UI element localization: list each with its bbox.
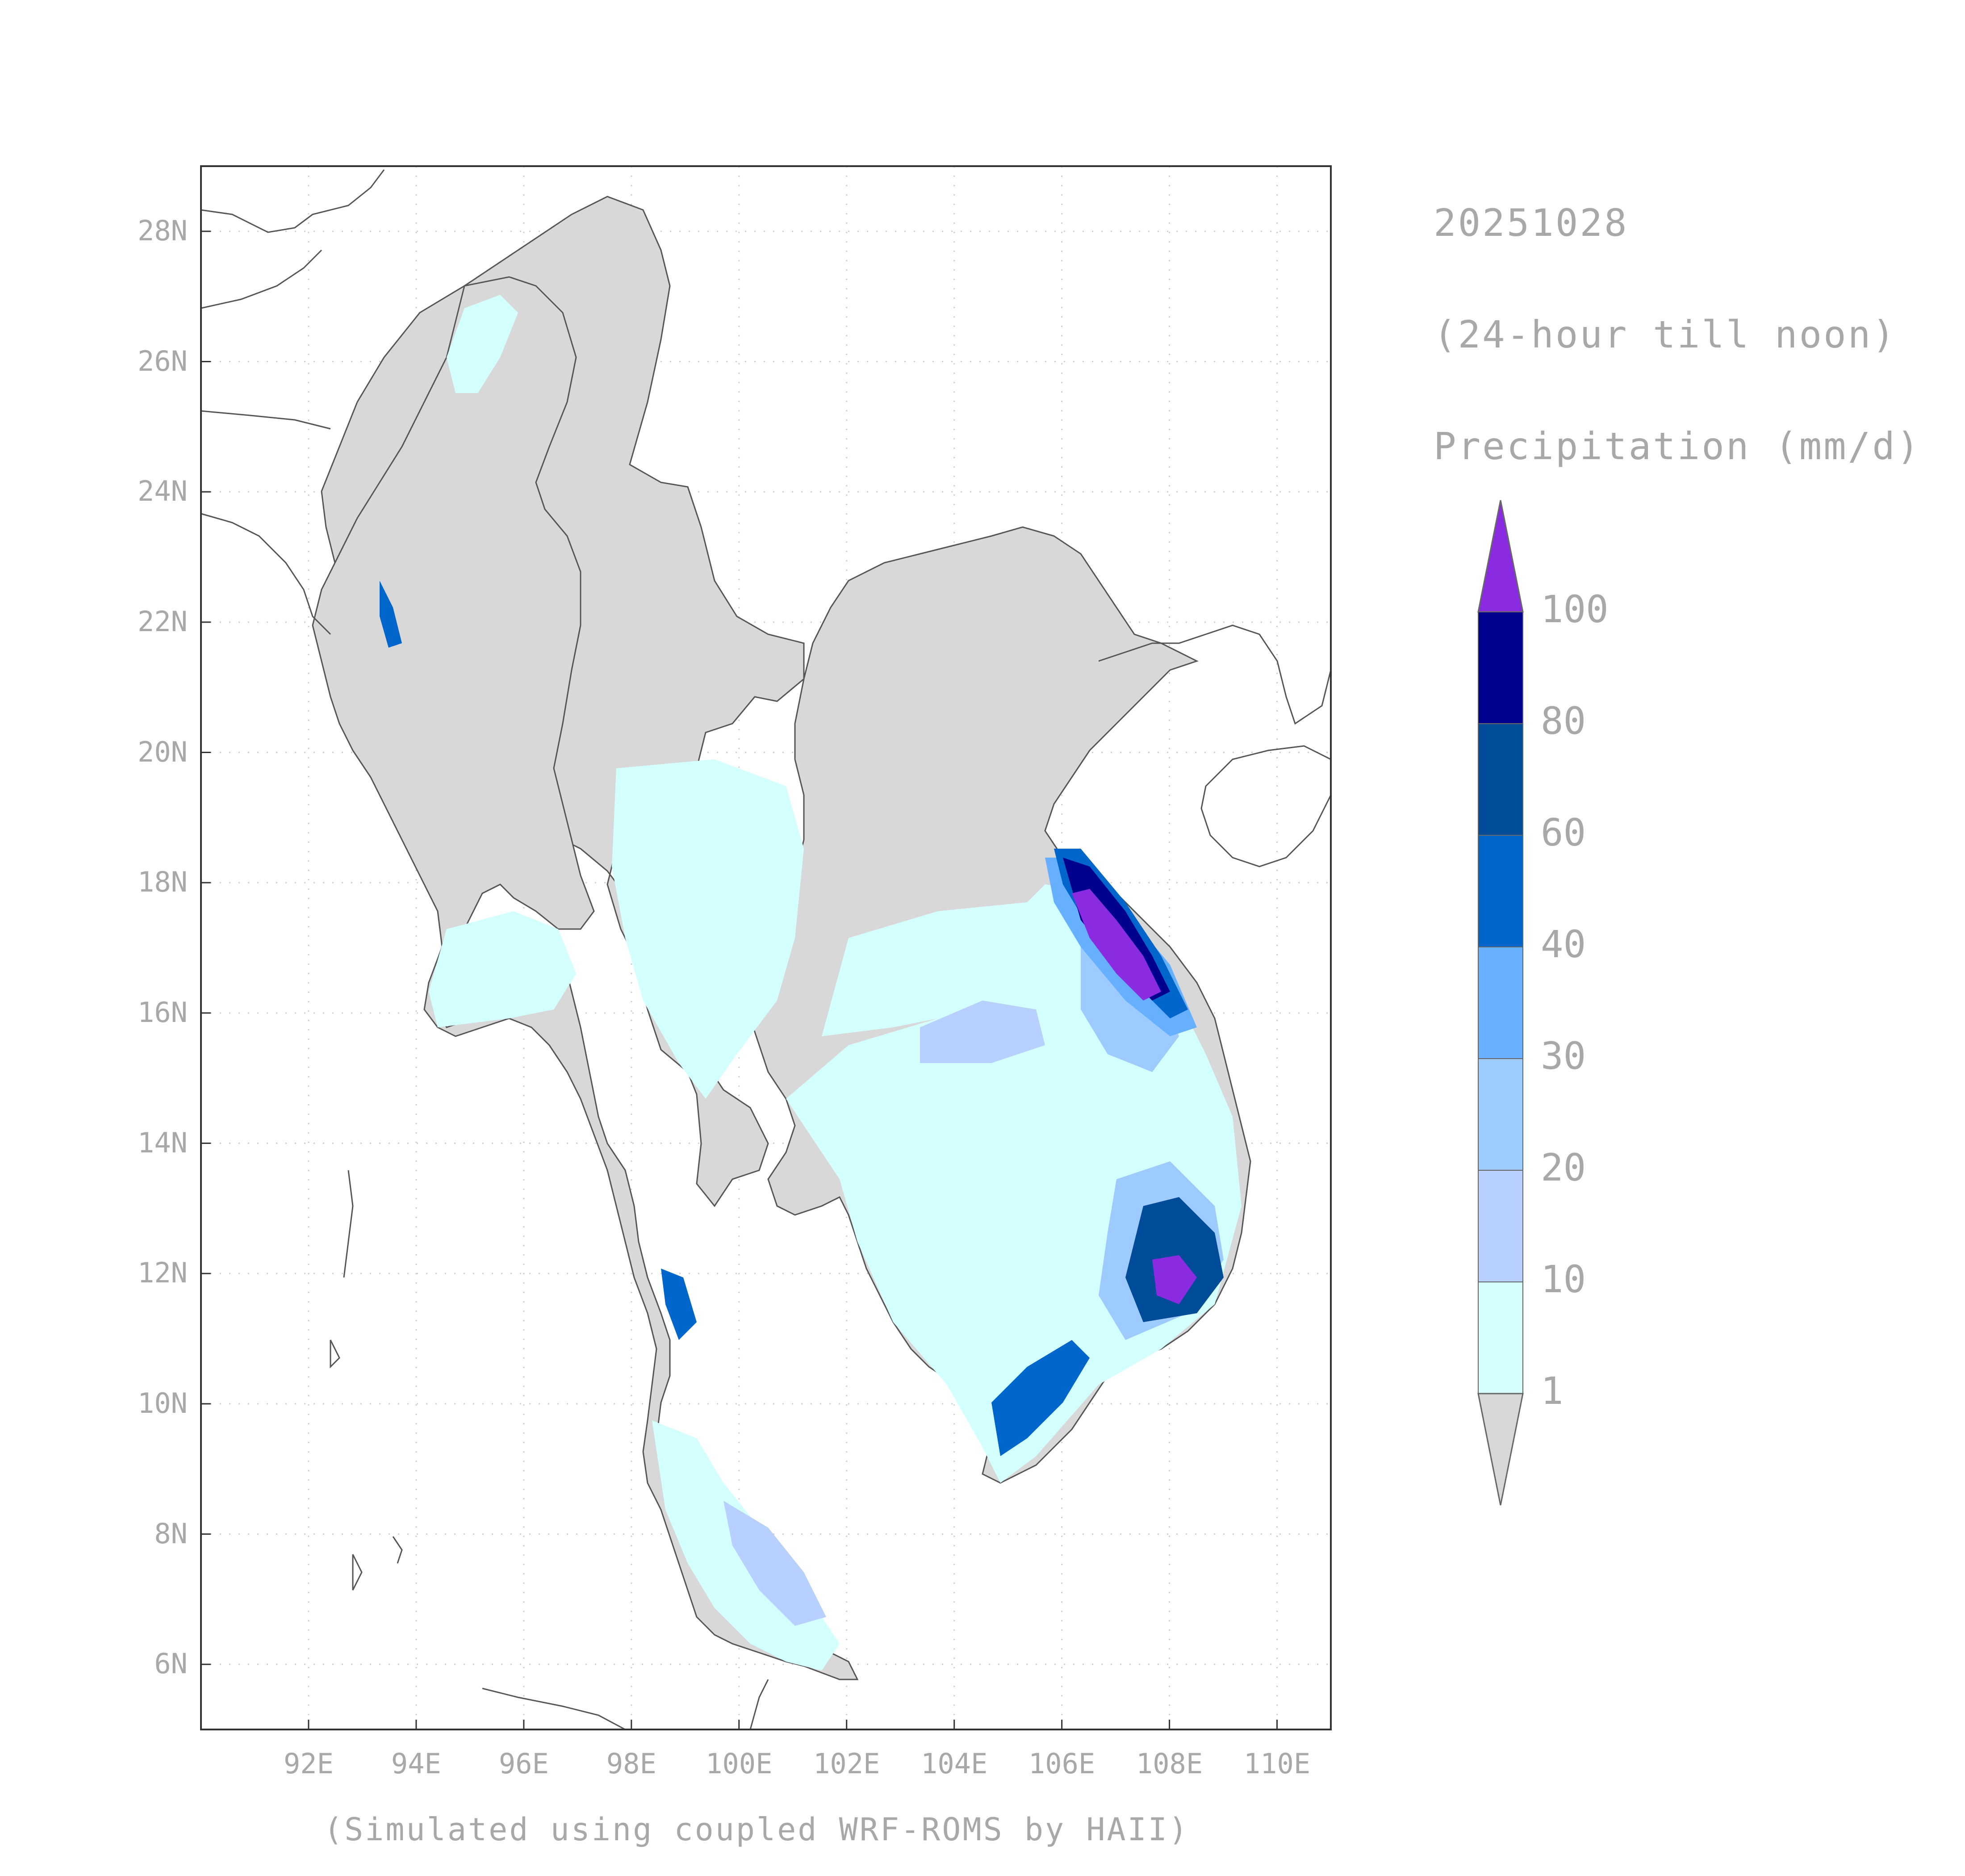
colorbar-level-label: 60	[1541, 811, 1586, 854]
colorbar-level-label: 80	[1541, 699, 1586, 743]
lon-tick-label: 108E	[1136, 1747, 1203, 1780]
lat-tick-label: 14N	[138, 1126, 188, 1159]
variable-title: Precipitation (mm/d)	[1434, 424, 1921, 468]
lat-tick-label: 20N	[138, 735, 188, 768]
precip-1-10	[447, 295, 518, 393]
colorbar-segment	[1478, 723, 1523, 836]
map-frame	[200, 165, 1332, 1730]
lat-tick-label: 26N	[138, 344, 188, 377]
precip-10-20	[723, 1501, 826, 1626]
lat-tick-label: 12N	[138, 1256, 188, 1290]
forecast-period: (24-hour till noon)	[1434, 313, 1897, 356]
precip-1-10	[429, 911, 576, 1027]
colorbar-below-triangle	[1477, 1393, 1524, 1506]
precip-40-60	[991, 1340, 1090, 1456]
colorbar-segment	[1478, 611, 1523, 724]
hainan-coast	[1200, 745, 1332, 867]
colorbar-level-label: 30	[1541, 1034, 1586, 1078]
precip-1-10	[822, 884, 1116, 1036]
precip-40-60	[380, 581, 402, 648]
lat-tick-label: 16N	[138, 996, 188, 1029]
precip-over-100	[1072, 889, 1161, 1001]
china-coast	[1098, 624, 1332, 725]
colorbar-level-label: 10	[1541, 1257, 1586, 1301]
lon-tick-label: 96E	[498, 1747, 549, 1780]
colorbar-level-label: 40	[1541, 922, 1586, 966]
colorbar-segment	[1478, 946, 1523, 1059]
lat-tick-label: 8N	[154, 1517, 188, 1550]
lon-tick-label: 94E	[391, 1747, 441, 1780]
lat-tick-label: 6N	[154, 1647, 188, 1680]
colorbar-above-triangle	[1477, 500, 1524, 613]
colorbar-segment	[1478, 1170, 1523, 1282]
lon-tick-label: 98E	[606, 1747, 656, 1780]
lat-tick-label: 10N	[138, 1386, 188, 1420]
sumatra-coast	[482, 1679, 769, 1730]
colorbar-segment	[1478, 1281, 1523, 1394]
colorbar-level-label: 1	[1541, 1369, 1564, 1413]
andaman-islands	[330, 1170, 403, 1591]
lon-tick-label: 102E	[813, 1747, 880, 1780]
colorbar-level-label: 20	[1541, 1146, 1586, 1189]
precip-patches	[380, 295, 1242, 1671]
lon-tick-label: 110E	[1243, 1747, 1311, 1780]
model-credit: (Simulated using coupled WRF-ROMS by HAI…	[324, 1811, 1190, 1848]
precip-over-100	[1152, 1255, 1197, 1304]
lon-tick-label: 100E	[706, 1747, 773, 1780]
lat-tick-label: 22N	[138, 605, 188, 638]
lat-tick-label: 28N	[138, 214, 188, 247]
lat-tick-label: 24N	[138, 475, 188, 508]
colorbar-segment	[1478, 1058, 1523, 1171]
colorbar-segment	[1478, 835, 1523, 947]
lon-tick-label: 92E	[283, 1747, 334, 1780]
colorbar-level-label: 100	[1541, 587, 1609, 631]
lat-tick-label: 18N	[138, 866, 188, 899]
lon-tick-label: 106E	[1028, 1747, 1095, 1780]
precip-1-10	[612, 759, 804, 1099]
india-coast	[201, 169, 385, 635]
precip-10-20	[920, 1001, 1045, 1063]
lon-tick-label: 104E	[921, 1747, 988, 1780]
precip-1-10	[786, 938, 1242, 1483]
colorbar	[1477, 500, 1524, 1506]
precip-40-60	[661, 1269, 697, 1340]
forecast-date: 20251028	[1434, 201, 1629, 245]
